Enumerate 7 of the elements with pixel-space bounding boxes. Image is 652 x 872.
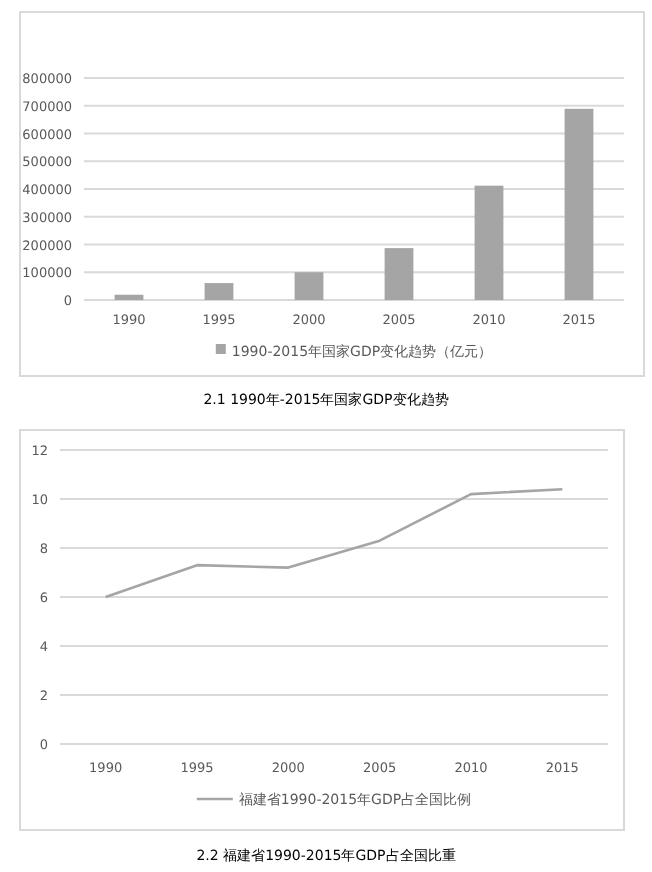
bar <box>204 283 234 300</box>
bar <box>384 248 414 300</box>
line-series <box>104 487 564 599</box>
bar <box>294 272 324 300</box>
bar <box>564 108 594 300</box>
bar <box>114 294 144 300</box>
bar <box>474 185 504 300</box>
